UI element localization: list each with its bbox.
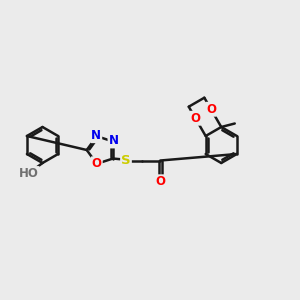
Text: O: O [92, 157, 102, 170]
Text: O: O [155, 175, 165, 188]
Text: S: S [121, 154, 131, 167]
Text: O: O [190, 112, 200, 125]
Text: O: O [206, 103, 216, 116]
Text: N: N [109, 134, 118, 148]
Text: N: N [91, 129, 101, 142]
Text: HO: HO [19, 167, 39, 180]
